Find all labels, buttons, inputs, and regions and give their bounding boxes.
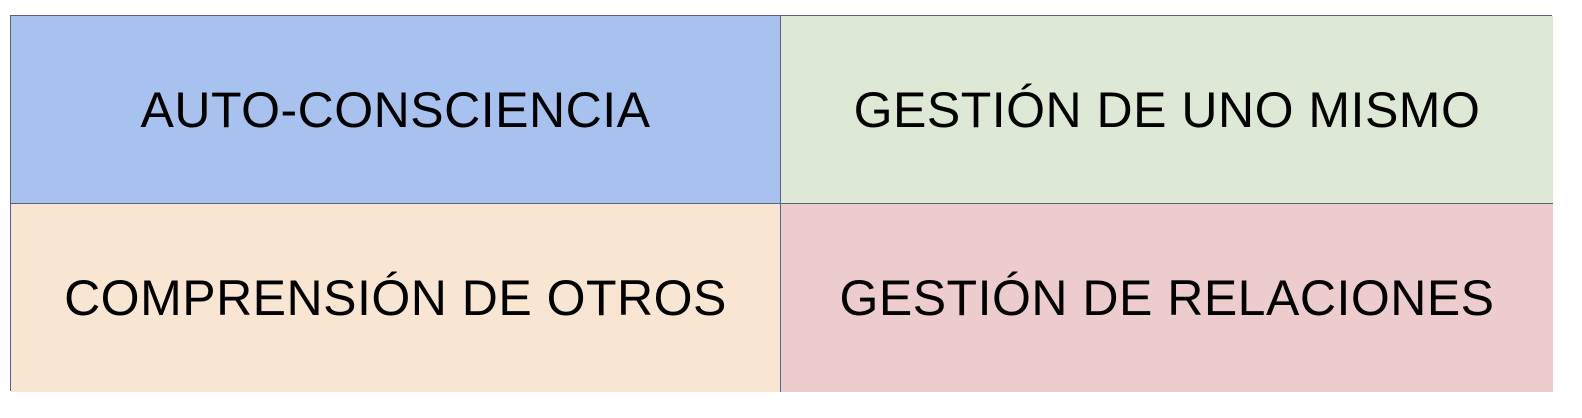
quadrant-self-management: GESTIÓN DE UNO MISMO: [781, 16, 1553, 204]
quadrant-understanding-others: COMPRENSIÓN DE OTROS: [11, 204, 781, 392]
quadrant-self-awareness: AUTO-CONSCIENCIA: [11, 16, 781, 204]
quadrant-relationship-management: GESTIÓN DE RELACIONES: [781, 204, 1553, 392]
quadrant-label: AUTO-CONSCIENCIA: [140, 81, 651, 138]
quadrant-label: GESTIÓN DE UNO MISMO: [853, 81, 1481, 138]
quadrant-label: GESTIÓN DE RELACIONES: [839, 270, 1495, 326]
quadrant-label: COMPRENSIÓN DE OTROS: [64, 270, 727, 326]
quadrant-grid: AUTO-CONSCIENCIA GESTIÓN DE UNO MISMO CO…: [10, 15, 1553, 392]
